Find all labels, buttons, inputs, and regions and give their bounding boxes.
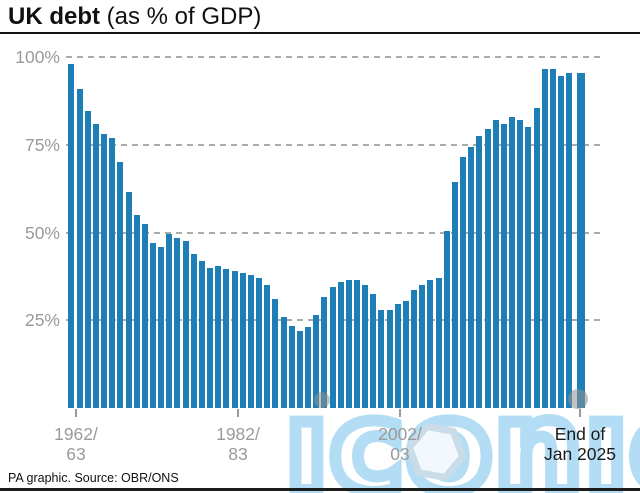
bar: [101, 134, 108, 408]
bar: [215, 265, 222, 408]
gridline-100: [66, 56, 602, 58]
bar: [468, 146, 475, 408]
y-axis-label: 75%: [24, 134, 60, 155]
x-axis-tick: [399, 409, 401, 417]
x-axis-tick: [75, 409, 77, 417]
title-divider: [0, 32, 640, 34]
x-axis-label: 2002/03: [378, 424, 422, 464]
bar: [566, 72, 573, 408]
bar: [296, 330, 303, 408]
bar: [313, 315, 320, 408]
bar: [288, 325, 295, 408]
bar: [76, 88, 83, 408]
bar: [345, 279, 352, 408]
bar: [321, 297, 328, 408]
bar: [402, 300, 409, 408]
plot-area: [66, 56, 602, 417]
bar: [386, 309, 393, 408]
bar: [394, 304, 401, 408]
bar: [500, 123, 507, 408]
bar: [158, 246, 165, 408]
bar: [484, 128, 491, 408]
bar: [337, 281, 344, 408]
bar: [272, 299, 279, 408]
bar: [460, 157, 467, 408]
bar: [411, 290, 418, 408]
bar: [280, 316, 287, 408]
bar: [329, 286, 336, 408]
bar: [305, 327, 312, 408]
title-bold: UK debt: [8, 3, 100, 30]
title-subtitle: (as % of GDP): [100, 3, 262, 30]
page-title: UK debt (as % of GDP): [8, 3, 261, 31]
bar: [182, 241, 189, 408]
bar: [92, 123, 99, 408]
bar: [533, 107, 540, 408]
bar: [125, 192, 132, 408]
bar: [370, 293, 377, 408]
bar: [133, 214, 140, 408]
bar: [558, 76, 564, 408]
bar: [443, 230, 450, 408]
bar: [239, 272, 246, 408]
x-axis-label: 1982/83: [216, 424, 260, 464]
x-axis-label: End of Jan 2025: [543, 424, 616, 464]
x-axis-tick: [237, 409, 239, 417]
bar: [166, 234, 173, 408]
bar: [231, 271, 238, 408]
gridline-50: [66, 231, 602, 234]
bar: [549, 69, 556, 408]
bar: [68, 64, 75, 408]
x-axis-label: 1962/63: [54, 424, 98, 464]
bar: [109, 137, 116, 408]
bar: [190, 253, 197, 408]
bar: [378, 309, 385, 408]
y-axis-label: 100%: [15, 47, 60, 67]
bar: [198, 260, 205, 408]
bar: [256, 278, 263, 408]
bar: [517, 120, 524, 408]
bar: [509, 116, 516, 408]
source-credit: PA graphic. Source: OBR/ONS: [8, 471, 179, 485]
bar: [541, 69, 548, 408]
bar: [525, 127, 532, 408]
bar: [435, 278, 442, 408]
bar: [247, 274, 254, 408]
bar: [476, 135, 483, 408]
bar: [362, 285, 369, 408]
bar: [150, 243, 156, 408]
bar: [577, 72, 585, 408]
bar: [117, 162, 124, 408]
bar: [354, 279, 360, 408]
bar: [207, 267, 214, 408]
bar: [427, 279, 434, 408]
gridline-75: [66, 143, 602, 146]
x-axis-tick: [579, 409, 581, 417]
bottom-divider: [0, 488, 640, 491]
bar: [84, 111, 91, 408]
bar: [264, 285, 271, 408]
bar: [141, 223, 148, 408]
y-axis-label: 25%: [24, 310, 60, 331]
bar: [492, 120, 499, 408]
bar: [451, 181, 458, 408]
y-axis-label: 50%: [24, 222, 60, 243]
bar: [223, 269, 230, 408]
bar: [419, 285, 426, 408]
bar: [174, 237, 181, 408]
